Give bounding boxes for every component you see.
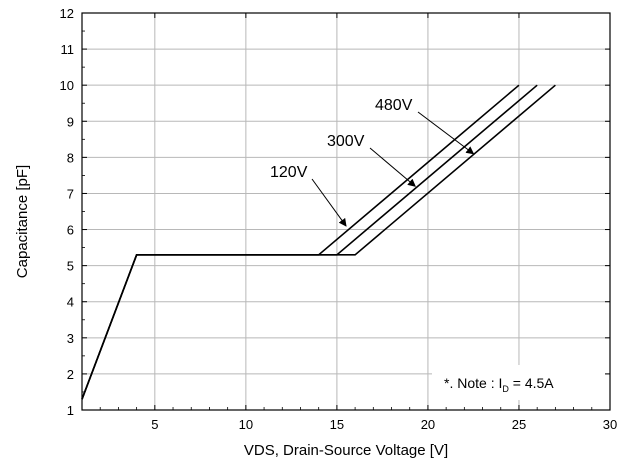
series-arrow-300V: [369, 147, 416, 187]
x-tick-label: 10: [239, 417, 253, 432]
note-prefix: *. Note : I: [444, 375, 502, 391]
y-tick-label: 1: [67, 403, 74, 418]
grid-lines: [82, 12, 611, 411]
y-tick-label: 2: [67, 367, 74, 382]
note-suffix: = 4.5A: [509, 375, 554, 391]
plot-frame: [81, 12, 611, 411]
x-tick-label: 5: [151, 417, 158, 432]
series-line-300V: [81, 84, 538, 400]
y-axis-title: Capacitance [pF]: [14, 165, 31, 278]
x-axis-title: VDS, Drain-Source Voltage [V]: [244, 442, 448, 459]
series-line-480V: [81, 84, 556, 400]
series-annotations: 480V 300V 120V: [270, 97, 475, 227]
note-box: *. Note : ID = 4.5A: [432, 365, 605, 400]
y-tick-label: 5: [67, 259, 74, 274]
note-subscript: D: [502, 384, 509, 394]
series-label-480V: 480V: [375, 97, 413, 114]
series-label-300V: 300V: [327, 133, 365, 150]
series-lines: [81, 84, 556, 400]
y-tick-label: 9: [67, 114, 74, 129]
x-tick-label: 15: [330, 417, 344, 432]
y-tick-label: 10: [60, 78, 74, 93]
series-arrow-480V: [417, 111, 475, 155]
note-text: *. Note : ID = 4.5A: [444, 375, 554, 394]
y-tick-label: 4: [67, 295, 74, 310]
series-arrow-120V: [311, 178, 347, 227]
note-background: [432, 365, 605, 400]
x-tick-label: 25: [512, 417, 526, 432]
y-tick-label: 3: [67, 331, 74, 346]
x-tick-label: 20: [421, 417, 435, 432]
x-tick-label: 30: [603, 417, 617, 432]
y-tick-label: 11: [61, 42, 75, 57]
y-tick-label: 7: [67, 186, 74, 201]
series-line-120V: [81, 84, 520, 400]
y-tick-label: 12: [60, 6, 74, 21]
series-label-120V: 120V: [270, 164, 308, 181]
y-tick-label: 8: [67, 150, 74, 165]
y-tick-label: 6: [67, 223, 74, 238]
